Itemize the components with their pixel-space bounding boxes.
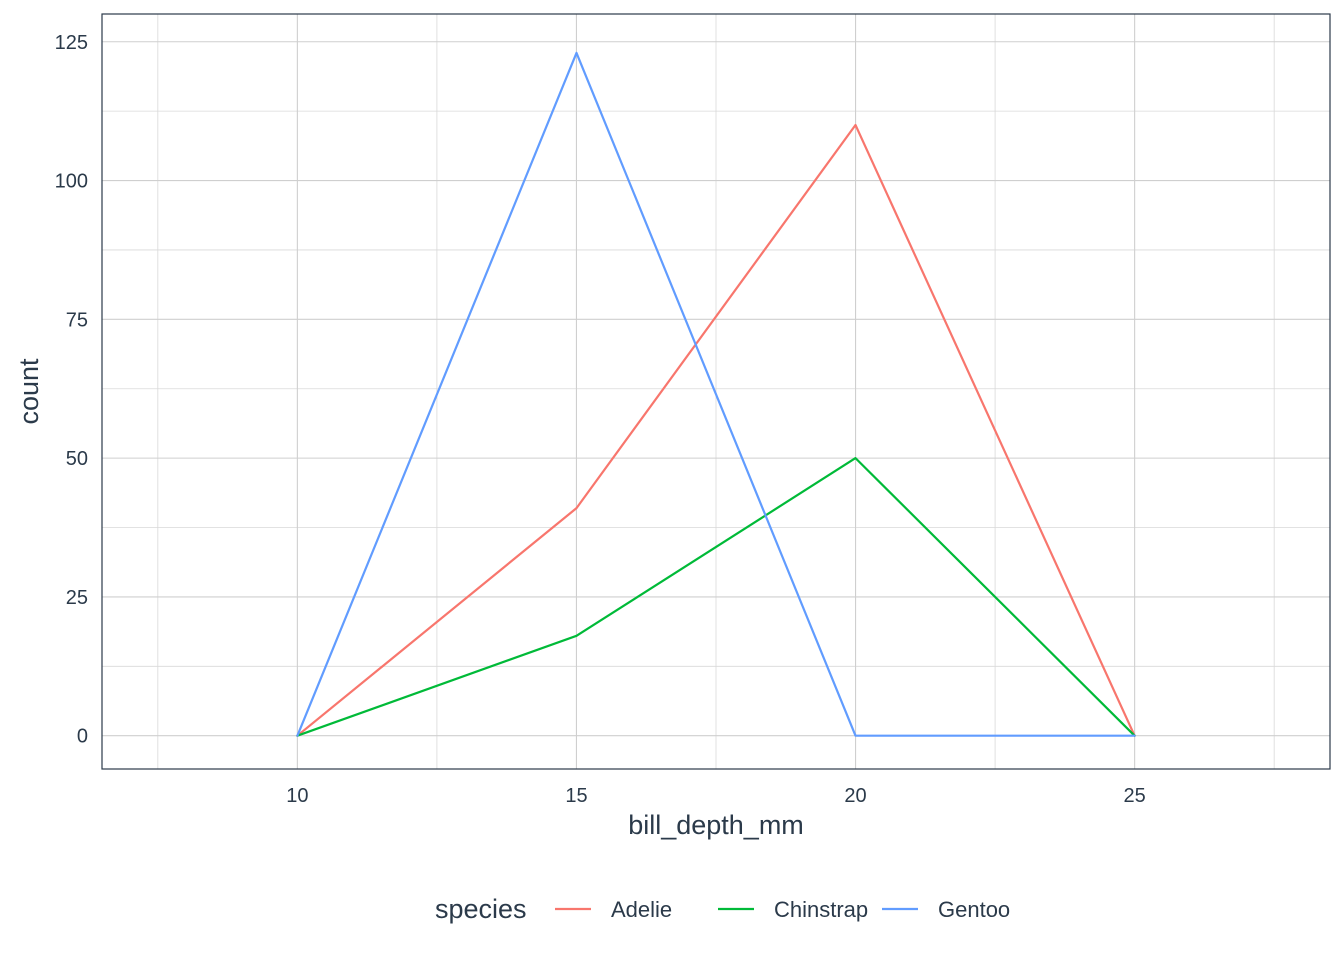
x-tick-label: 25: [1124, 785, 1146, 807]
series-line-gentoo: [296, 51, 1136, 737]
series-line-chinstrap: [296, 457, 1136, 737]
grid-lines: [102, 14, 1330, 769]
panel-border: [101, 13, 1331, 770]
series-line-adelie: [296, 123, 1136, 737]
series-lines: [296, 51, 1136, 737]
y-tick-label: 25: [66, 587, 88, 609]
legend: species Adelie Chinstrap Gentoo: [435, 894, 1010, 924]
legend-title: species: [435, 894, 527, 924]
y-tick-label: 50: [66, 448, 88, 470]
legend-label-gentoo: Gentoo: [938, 897, 1010, 922]
y-tick-label: 0: [77, 726, 88, 748]
x-tick-label: 10: [286, 785, 308, 807]
y-tick-label: 100: [55, 171, 88, 193]
legend-label-adelie: Adelie: [611, 897, 672, 922]
y-tick-label: 125: [55, 32, 88, 54]
y-axis-title: count: [14, 358, 44, 425]
y-tick-label: 75: [66, 309, 88, 331]
y-axis-ticks: 0 25 50 75 100 125: [55, 32, 88, 748]
x-axis-title: bill_depth_mm: [628, 810, 804, 840]
x-axis-ticks: 10 15 20 25: [286, 785, 1146, 807]
x-tick-label: 20: [844, 785, 866, 807]
x-tick-label: 15: [565, 785, 587, 807]
legend-label-chinstrap: Chinstrap: [774, 897, 868, 922]
